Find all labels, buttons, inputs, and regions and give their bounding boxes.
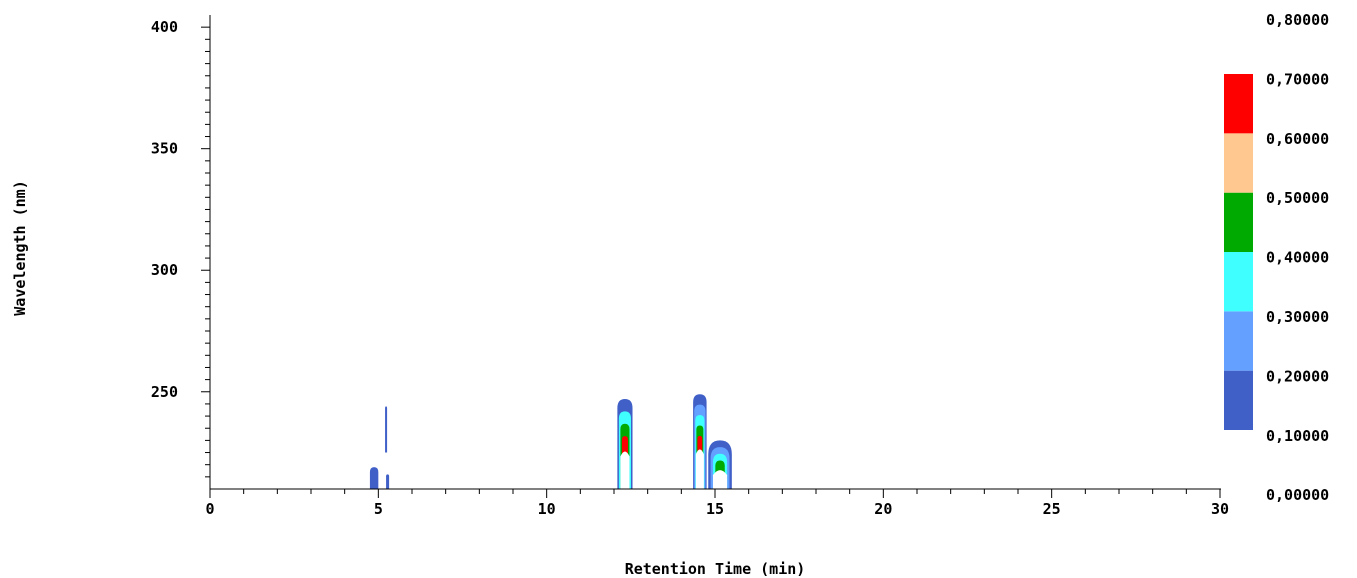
y-tick-label: 400: [151, 18, 178, 36]
colorbar-label: 0,40000: [1266, 249, 1329, 267]
color-scale-legend: 0,80000 0,70000 0,60000 0,50000 0,40000 0,300…: [1224, 11, 1329, 504]
x-tick-label: 20: [874, 500, 892, 518]
y-axis-title: Wavelength (nm): [11, 180, 29, 315]
colorbar-band: [1224, 252, 1253, 312]
x-tick-label: 25: [1043, 500, 1061, 518]
colorbar-band: [1224, 133, 1253, 193]
x-axis-title: Retention Time (min): [625, 560, 806, 578]
colorbar-label: 0,70000: [1266, 70, 1329, 88]
x-tick-label: 30: [1211, 500, 1229, 518]
colorbar-band: [1224, 192, 1253, 252]
contour-peak-core: [695, 449, 704, 489]
contour-peak-core: [620, 451, 630, 489]
x-axis: 0 5 10 15 20 25 30: [205, 488, 1229, 518]
colorbar-label: 0,00000: [1266, 486, 1329, 504]
x-tick-label: 10: [538, 500, 556, 518]
y-tick-label: 300: [151, 261, 178, 279]
x-tick-label: 15: [706, 500, 724, 518]
colorbar-label: 0,30000: [1266, 308, 1329, 326]
y-tick-label: 250: [151, 383, 178, 401]
colorbar-label: 0,20000: [1266, 367, 1329, 385]
colorbar-label: 0,50000: [1266, 189, 1329, 207]
contour-peak-level: [369, 467, 379, 489]
x-tick-label: 5: [374, 500, 383, 518]
x-tick-label: 0: [205, 500, 214, 518]
contour-peak-level: [386, 474, 390, 489]
colorbar-band: [1224, 311, 1253, 371]
y-axis: 250 300 350 400: [151, 15, 211, 489]
colorbar-label: 0,80000: [1266, 11, 1329, 29]
colorbar-band: [1224, 370, 1253, 430]
contour-peak-core: [712, 470, 728, 489]
colorbar-band: [1224, 74, 1253, 134]
contour-peak-level: [385, 406, 388, 453]
colorbar-label: 0,60000: [1266, 130, 1329, 148]
plot-area: [369, 394, 732, 489]
y-tick-label: 350: [151, 140, 178, 158]
colorbar-label: 0,10000: [1266, 427, 1329, 445]
